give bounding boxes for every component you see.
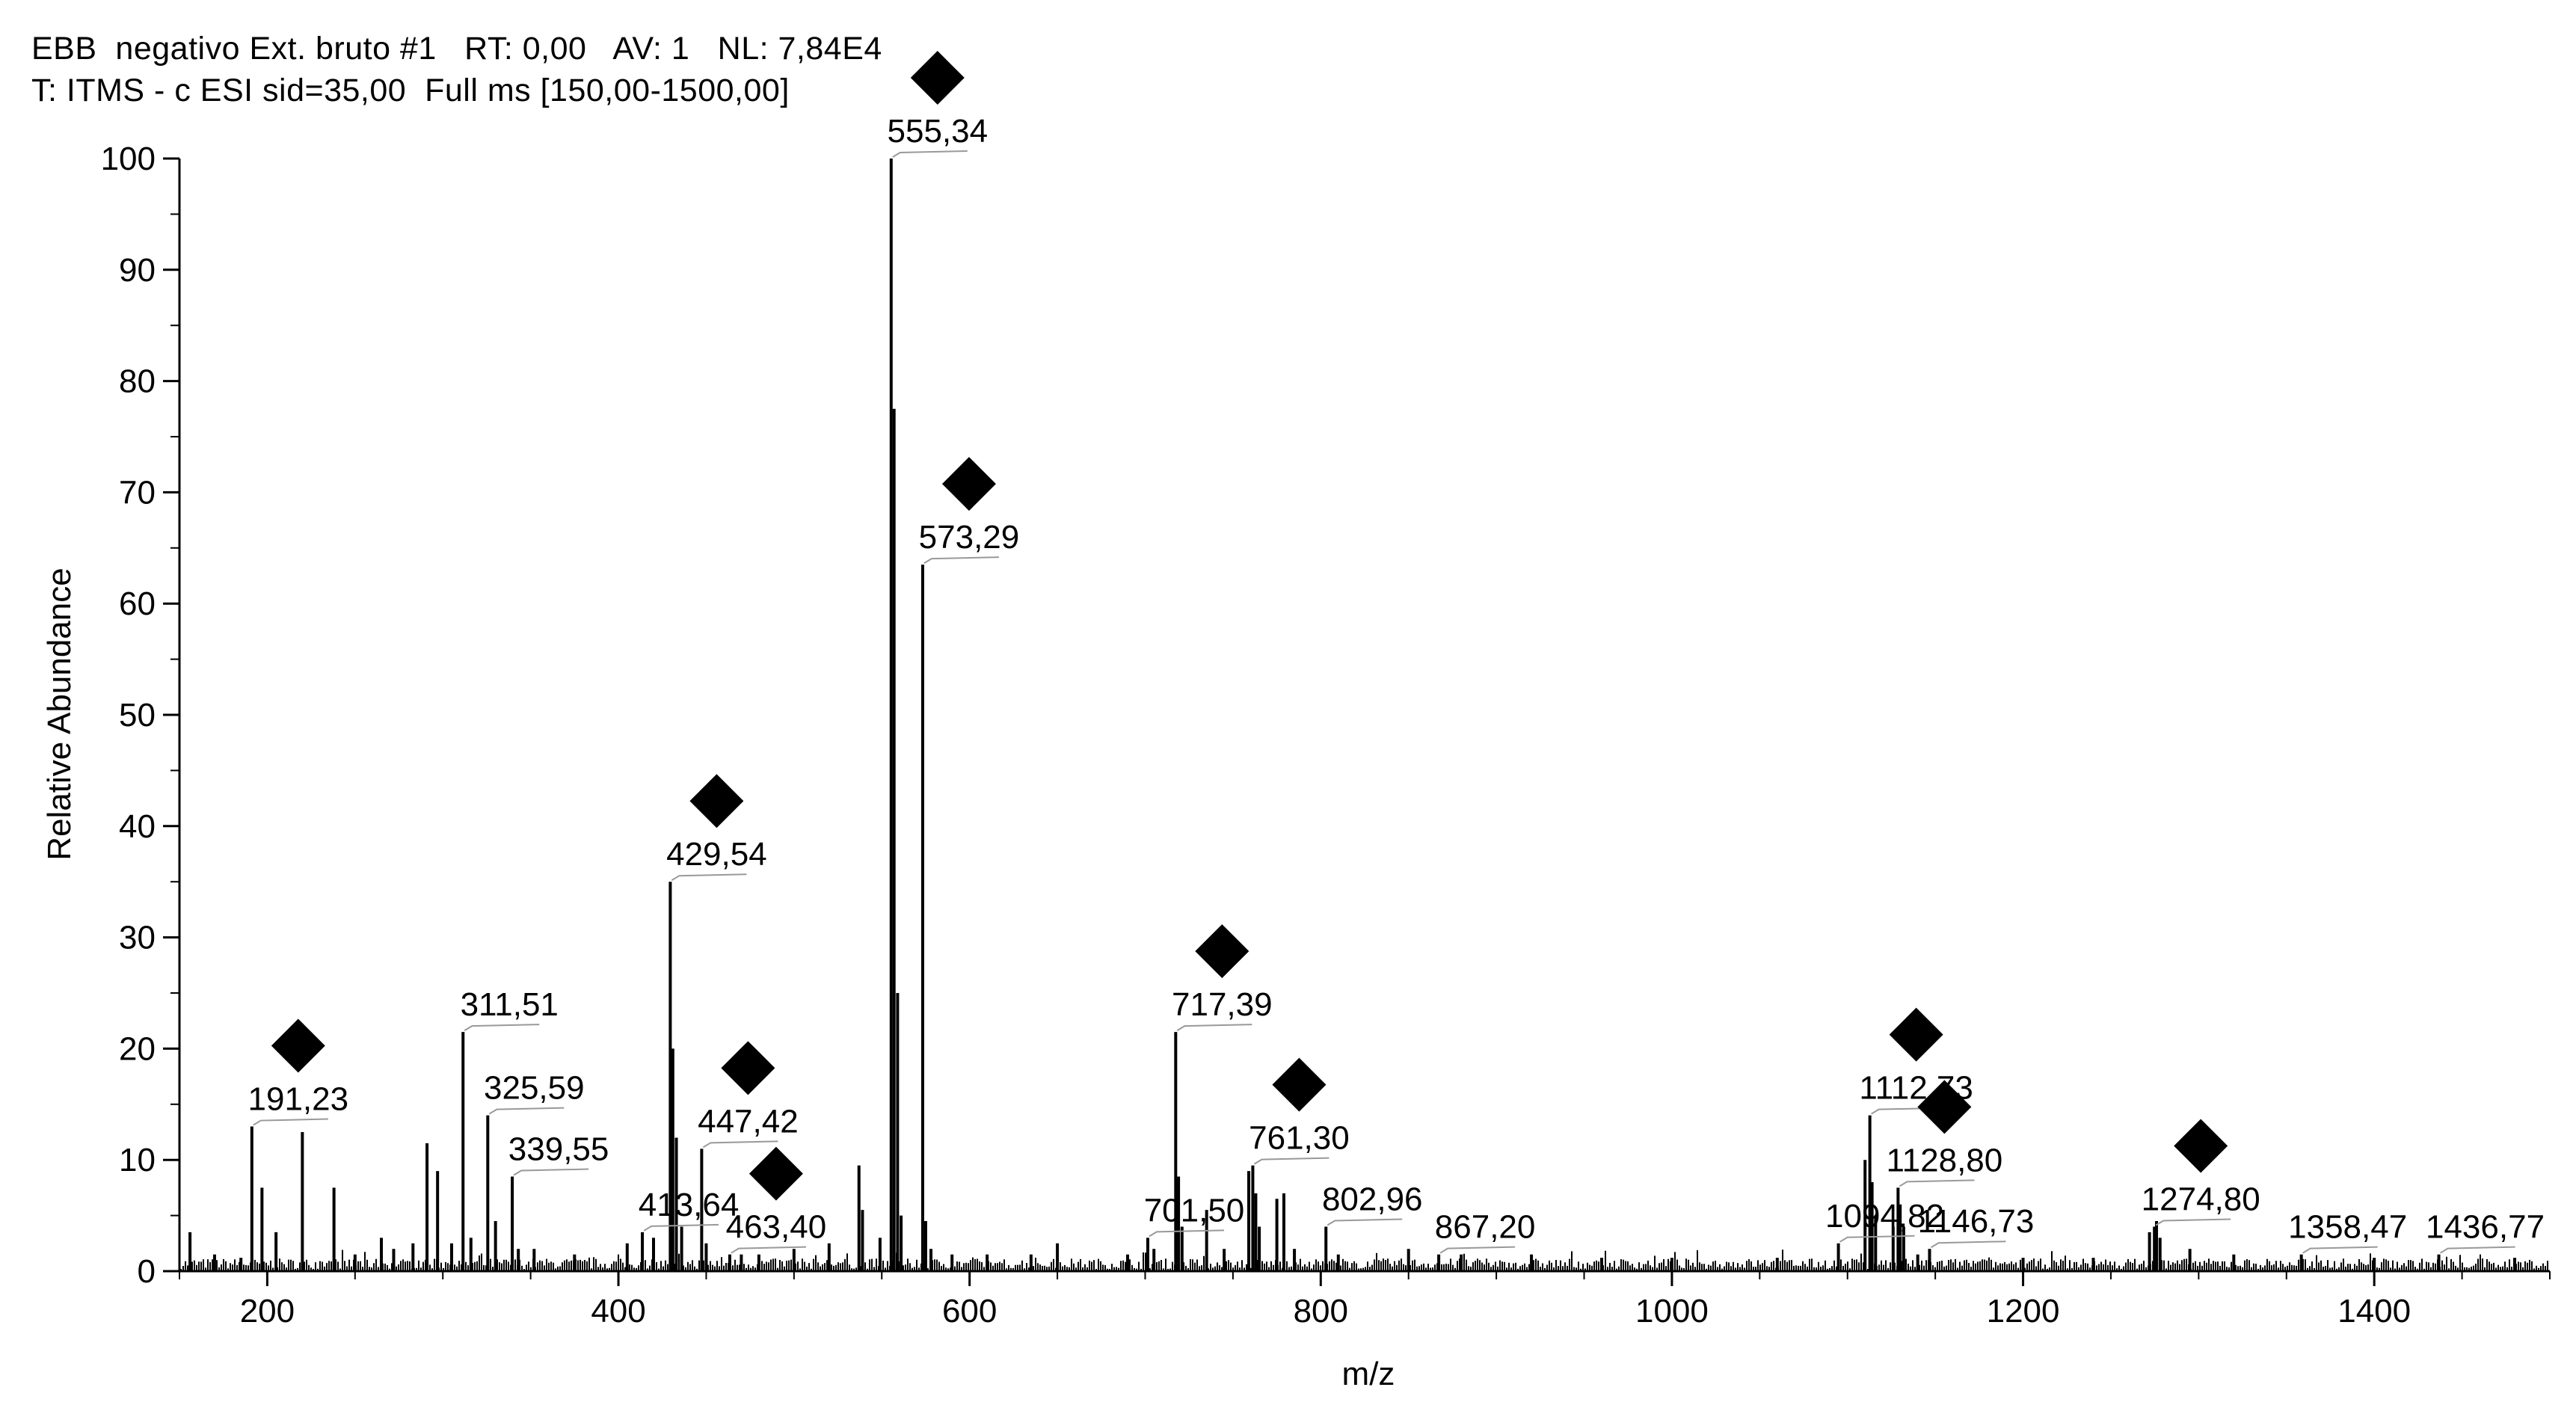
peak-label: 1094,82	[1825, 1198, 1944, 1235]
noise-baseline	[180, 1249, 2548, 1271]
peak-label: 717,39	[1172, 986, 1273, 1023]
peak-label: 325,59	[484, 1070, 585, 1107]
x-tick-label: 600	[942, 1293, 997, 1329]
peak-label: 573,29	[919, 519, 1020, 556]
y-tick-label: 30	[119, 920, 156, 956]
peak-label: 429,54	[666, 836, 767, 873]
diamond-marker	[1272, 1057, 1327, 1112]
peak-label: 339,55	[508, 1131, 609, 1168]
peak-label: 413,64	[639, 1187, 740, 1223]
peak-label: 555,34	[888, 113, 989, 150]
label-leader	[1149, 1229, 1225, 1238]
labeled-peaks	[250, 159, 2441, 1271]
label-leader	[253, 1118, 328, 1126]
y-tick-label: 80	[119, 363, 156, 400]
x-axis-label: m/z	[1342, 1356, 1395, 1392]
peak-label: 1436,77	[2426, 1209, 2545, 1246]
diamond-marker	[271, 1018, 325, 1073]
x-tick-label: 1200	[1987, 1293, 2060, 1329]
y-tick-label: 40	[119, 808, 156, 845]
peak-label: 1146,73	[1918, 1203, 2035, 1240]
label-leader	[488, 1107, 565, 1115]
label-leader	[2155, 1218, 2231, 1226]
label-leaders	[253, 150, 2515, 1254]
x-tick-label: 200	[240, 1293, 295, 1329]
y-tick-label: 10	[119, 1142, 156, 1178]
label-leader	[1253, 1157, 1330, 1165]
peak-label: 191,23	[248, 1081, 349, 1118]
label-leader	[1176, 1024, 1252, 1031]
diamond-marker	[941, 457, 996, 511]
peak-label: 1128,80	[1886, 1142, 2002, 1178]
label-leader	[1439, 1246, 1516, 1254]
diamond-marker	[1889, 1007, 1943, 1062]
peak-label: 1358,47	[2288, 1209, 2407, 1246]
label-leader	[1930, 1241, 2006, 1249]
diamond-marker	[910, 51, 965, 105]
peak-label: 463,40	[726, 1209, 827, 1246]
peak-label: 447,42	[698, 1103, 799, 1140]
y-tick-label: 70	[119, 474, 156, 511]
y-ticks: 0 10 20 30 40 50 60 70 80 90 100	[101, 141, 179, 1290]
label-leader	[671, 873, 747, 882]
peak-label: 311,51	[461, 986, 559, 1023]
label-leader	[1327, 1218, 1403, 1226]
x-tick-label: 400	[591, 1293, 645, 1329]
y-tick-label: 90	[119, 252, 156, 289]
label-leader	[2440, 1246, 2515, 1254]
diamond-marker	[721, 1041, 775, 1095]
x-ticks: 200 400 600 800 1000 1200 1400	[179, 1271, 2551, 1329]
diamond-marker	[1195, 924, 1249, 979]
y-tick-label: 100	[101, 141, 156, 177]
diamond-marker	[748, 1146, 803, 1201]
x-tick-label: 1000	[1635, 1293, 1709, 1329]
peak-label: 701,50	[1144, 1192, 1245, 1229]
label-leader	[702, 1140, 778, 1149]
peak-label: 802,96	[1322, 1181, 1423, 1217]
y-tick-label: 50	[119, 697, 156, 734]
y-tick-label: 0	[138, 1253, 156, 1290]
noise-baseline-path	[180, 1249, 2548, 1271]
diamond-marker	[1917, 1080, 1972, 1134]
label-leader	[643, 1223, 719, 1232]
y-tick-label: 20	[119, 1030, 156, 1067]
label-leader	[892, 150, 968, 158]
minor-peaks	[188, 408, 2517, 1271]
label-leader	[2302, 1246, 2378, 1254]
label-leader	[923, 556, 999, 564]
label-leader	[1899, 1179, 1975, 1187]
x-tick-label: 800	[1294, 1293, 1348, 1329]
y-tick-label: 60	[119, 585, 156, 622]
diamond-marker	[689, 774, 744, 828]
header-line-1: EBB negativo Ext. bruto #1 RT: 0,00 AV: …	[31, 31, 882, 67]
peak-labels: 191,23 311,51 325,59 339,55 413,64 429,54 447,…	[248, 113, 2545, 1246]
header-line-2: T: ITMS - c ESI sid=35,00 Full ms [150,0…	[31, 73, 790, 108]
peak-label: 1274,80	[2142, 1181, 2260, 1217]
label-leader	[1839, 1235, 1915, 1243]
label-leader	[513, 1168, 589, 1176]
y-axis-label: Relative Abundance	[41, 568, 78, 860]
peak-label: 761,30	[1249, 1120, 1350, 1157]
diamond-marker	[2174, 1119, 2228, 1173]
peak-label: 867,20	[1435, 1209, 1536, 1246]
x-tick-label: 1400	[2337, 1293, 2411, 1329]
label-leader	[731, 1246, 806, 1254]
diamond-markers	[271, 51, 2228, 1201]
label-leader	[464, 1024, 540, 1031]
